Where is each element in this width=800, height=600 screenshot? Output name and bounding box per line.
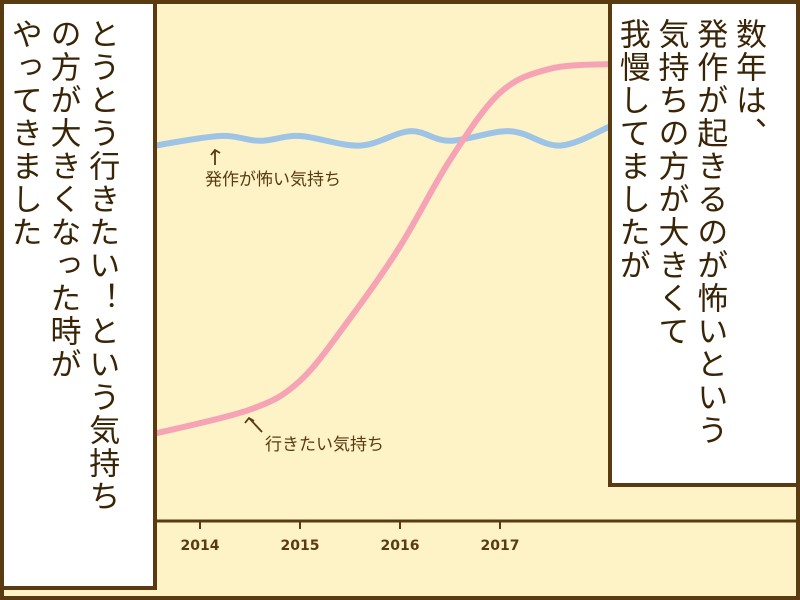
series-label: 行きたい気持ち bbox=[265, 435, 384, 455]
caption-box: とうとう行きたい！という気持ち の方が大きくなった時が やってきました bbox=[0, 0, 157, 590]
caption-line: とうとう行きたい！という気持ち bbox=[83, 18, 120, 513]
caption-line: の方が大きくなった時が bbox=[44, 18, 81, 381]
caption-line: 気持ちの方が大きくて bbox=[652, 18, 689, 348]
caption-line: 発作が起きるのが怖いという bbox=[691, 18, 728, 447]
x-tick-label: 2017 bbox=[481, 538, 520, 554]
caption-box: 数年は、 発作が起きるのが怖いという 気持ちの方が大きくて 我慢してましたが bbox=[608, 0, 800, 487]
line-series bbox=[152, 123, 613, 149]
caption-text: とうとう行きたい！という気持ち の方が大きくなった時が やってきました bbox=[4, 18, 120, 513]
caption-line: 我慢してましたが bbox=[613, 18, 650, 282]
caption-line: 数年は、 bbox=[730, 18, 766, 150]
x-tick-label: 2015 bbox=[281, 538, 320, 554]
annotation-arrow bbox=[244, 416, 263, 433]
series-label: 発作が怖い気持ち bbox=[205, 170, 341, 190]
caption-line: やってきました bbox=[5, 18, 42, 249]
caption-text: 数年は、 発作が起きるのが怖いという 気持ちの方が大きくて 我慢してましたが bbox=[612, 18, 767, 447]
annotation-arrow bbox=[210, 148, 221, 165]
line-series bbox=[152, 61, 613, 437]
x-tick-label: 2016 bbox=[381, 538, 420, 554]
x-tick-label: 2014 bbox=[181, 538, 220, 554]
